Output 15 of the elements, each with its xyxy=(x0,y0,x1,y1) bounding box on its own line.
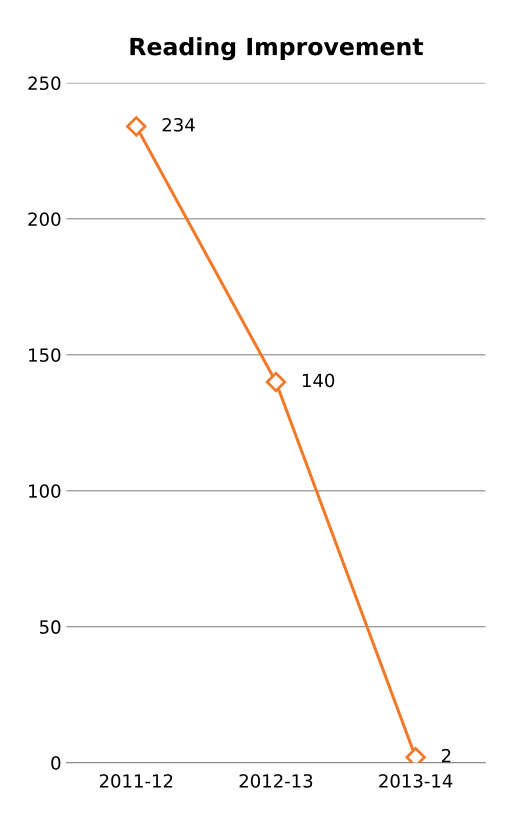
point xyxy=(126,116,146,137)
x-tick-label: 2013-14 xyxy=(379,774,452,788)
y-tick-label: 150 xyxy=(29,348,60,362)
point xyxy=(266,372,286,392)
chart-title: Reading Improvement xyxy=(130,37,424,60)
y-tick-label: 200 xyxy=(28,212,60,226)
data-label: 140 xyxy=(302,374,334,388)
data-label: 234 xyxy=(162,118,195,132)
data-label: 2 xyxy=(442,748,450,762)
y-tick-label: 0 xyxy=(51,756,60,770)
y-tick-label: 250 xyxy=(28,76,60,90)
y-tick-label: 50 xyxy=(40,620,60,634)
x-tick-label: 2011-12 xyxy=(100,774,172,788)
y-tick-label: 100 xyxy=(29,484,60,498)
x-tick-label: 2012-13 xyxy=(240,774,312,788)
